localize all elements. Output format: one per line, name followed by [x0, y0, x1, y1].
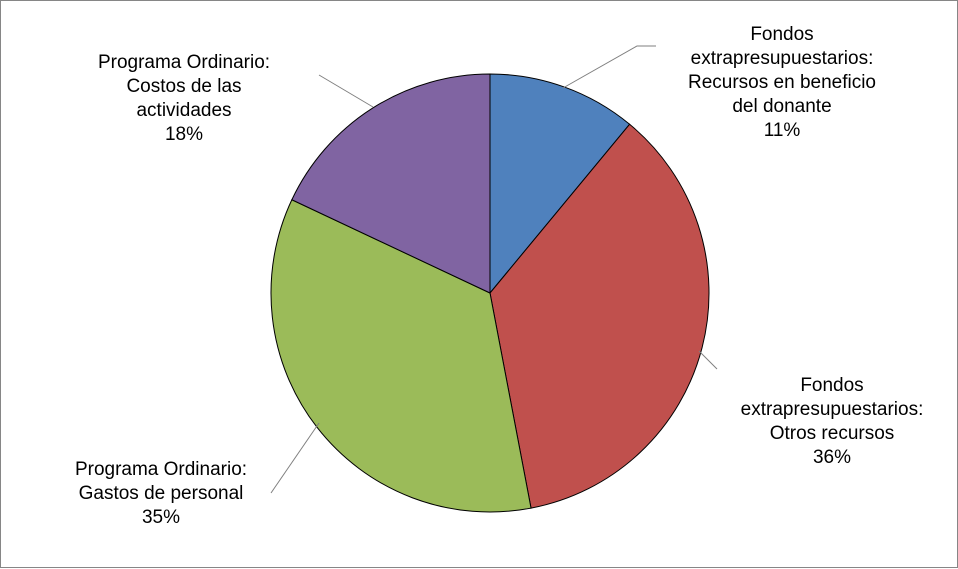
leader-line [562, 45, 656, 89]
slice-label-staff-costs: Programa Ordinario: Gastos de personal 3… [51, 458, 271, 530]
slice-label-donor-resources: Fondos extrapresupuestarios: Recursos en… [688, 24, 876, 141]
slice-activity-costs [291, 73, 491, 294]
leader-line [698, 350, 718, 370]
percent-label: 18% [164, 124, 204, 145]
percent-label: 11% [763, 120, 801, 141]
percent-label: 36% [812, 447, 852, 468]
slice-label-activity-costs: Programa Ordinario: Costos de las activi… [79, 51, 289, 147]
slice-staff-costs [270, 199, 532, 513]
leader-line [318, 74, 374, 108]
slice-other-resources [489, 123, 710, 509]
slice-label-other-resources: Fondos extrapresupuestarios: Otros recur… [737, 374, 927, 470]
leader-line [270, 422, 320, 494]
percent-label: 35% [141, 507, 181, 528]
